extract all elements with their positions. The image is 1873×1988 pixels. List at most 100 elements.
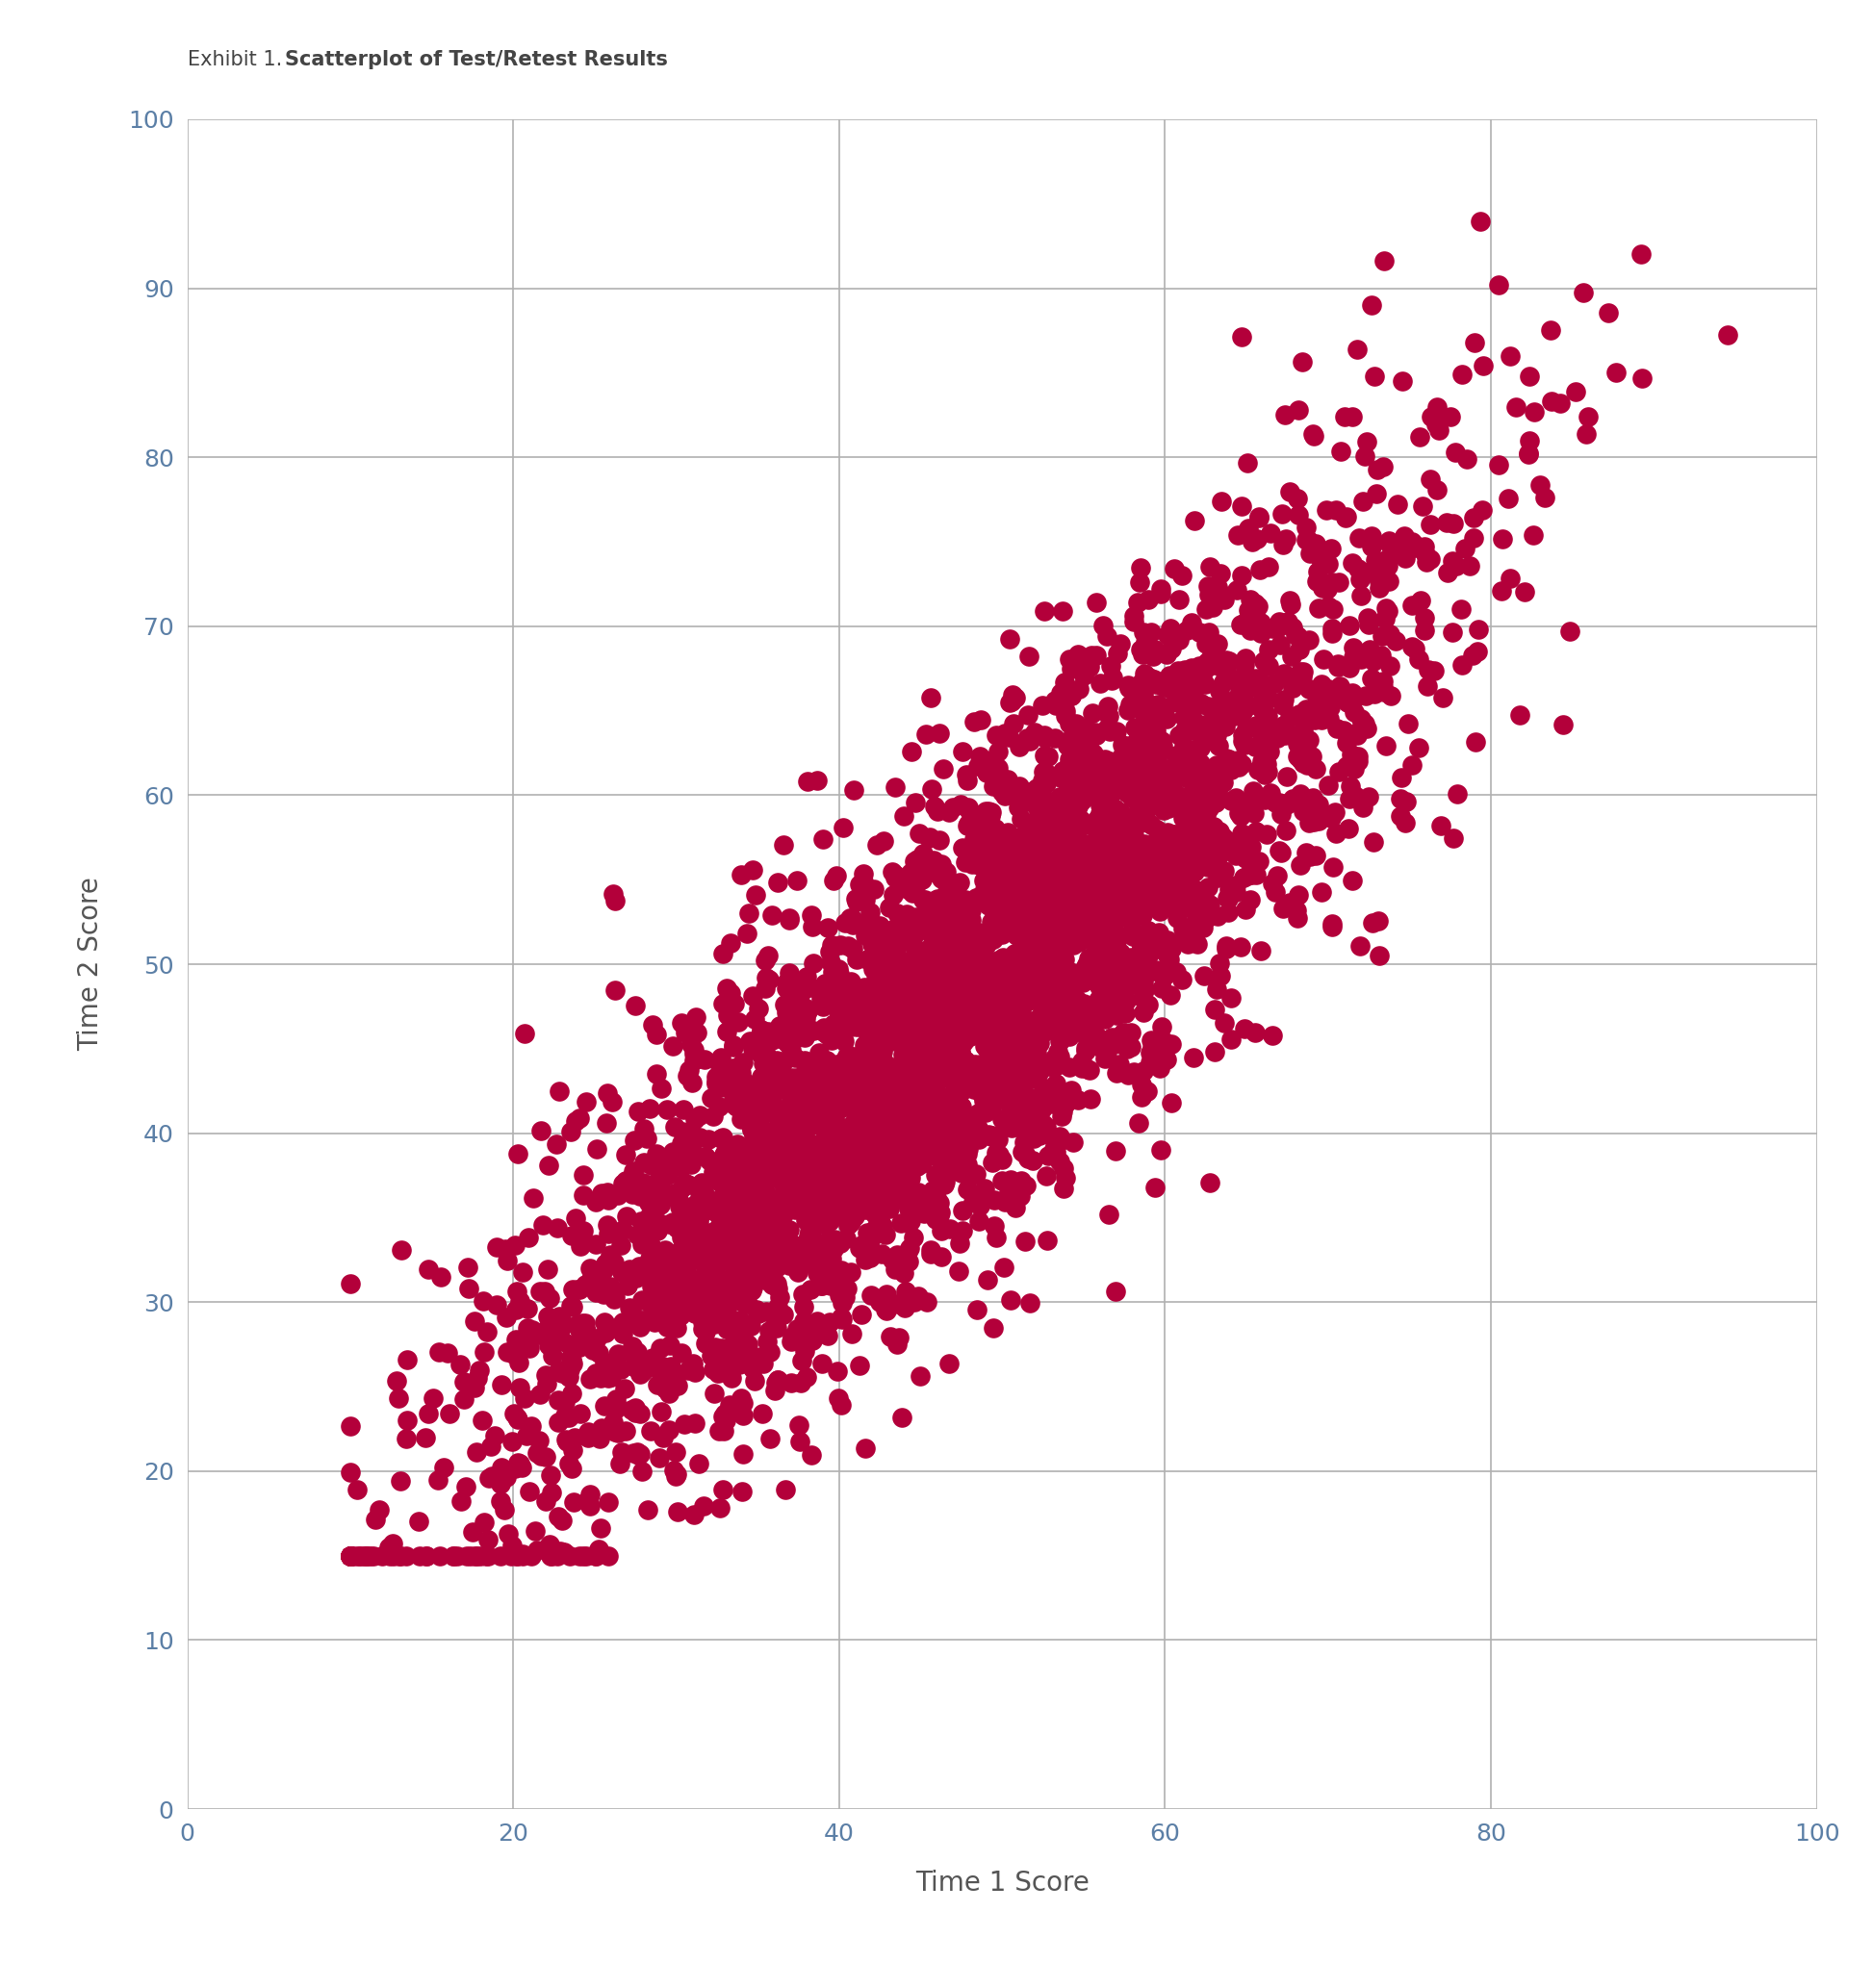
- Point: [1051, 909, 1081, 940]
- Point: [1114, 883, 1144, 914]
- Point: [862, 954, 892, 986]
- Point: [888, 799, 918, 831]
- Point: [785, 1409, 815, 1441]
- Point: [850, 1193, 880, 1225]
- Point: [1195, 642, 1225, 674]
- Point: [607, 1435, 637, 1467]
- Point: [1053, 918, 1083, 950]
- Point: [1227, 720, 1257, 751]
- Point: [929, 954, 959, 986]
- Point: [1126, 789, 1156, 821]
- Point: [950, 847, 980, 879]
- Point: [1062, 847, 1092, 879]
- Point: [493, 1336, 523, 1368]
- Point: [779, 1087, 809, 1119]
- Point: [564, 1314, 594, 1346]
- Point: [1261, 877, 1290, 909]
- Point: [985, 964, 1015, 996]
- Point: [925, 1006, 955, 1038]
- Point: [627, 1308, 657, 1340]
- Point: [854, 1225, 884, 1256]
- Point: [800, 1207, 830, 1239]
- Point: [1169, 815, 1199, 847]
- Point: [717, 1169, 747, 1201]
- Point: [1131, 700, 1161, 732]
- Point: [1040, 1042, 1069, 1074]
- Point: [826, 990, 856, 1022]
- Point: [996, 837, 1026, 869]
- Point: [1184, 732, 1214, 763]
- Point: [481, 1288, 511, 1320]
- Point: [790, 1002, 820, 1034]
- Point: [892, 964, 922, 996]
- Point: [944, 867, 974, 899]
- Point: [1053, 867, 1083, 899]
- Point: [740, 1165, 770, 1197]
- Point: [500, 1229, 530, 1260]
- Point: [740, 1024, 770, 1056]
- Point: [465, 1354, 494, 1386]
- Point: [1197, 712, 1227, 744]
- Point: [1051, 974, 1081, 1006]
- Point: [1189, 839, 1219, 871]
- Point: [1264, 608, 1294, 640]
- Point: [912, 1101, 942, 1133]
- Point: [966, 952, 996, 984]
- Point: [978, 1012, 1008, 1044]
- Point: [970, 922, 1000, 954]
- Point: [1124, 755, 1154, 787]
- Point: [1144, 1052, 1174, 1083]
- Point: [586, 1362, 616, 1394]
- Point: [965, 849, 995, 881]
- Point: [890, 1093, 920, 1125]
- Point: [1313, 590, 1343, 622]
- Point: [856, 1062, 886, 1093]
- Point: [747, 1235, 777, 1266]
- Point: [798, 1153, 828, 1185]
- Point: [995, 1044, 1025, 1076]
- Point: [974, 984, 1004, 1016]
- Point: [1047, 761, 1077, 793]
- Point: [701, 1244, 730, 1276]
- Point: [822, 1020, 852, 1052]
- Point: [976, 1048, 1006, 1079]
- Point: [936, 948, 966, 980]
- Point: [901, 974, 931, 1006]
- Point: [819, 1139, 848, 1171]
- Point: [1010, 962, 1040, 994]
- Point: [1028, 883, 1058, 914]
- Point: [983, 954, 1013, 986]
- Point: [873, 1167, 903, 1199]
- Point: [1004, 1105, 1034, 1137]
- Point: [616, 1394, 646, 1425]
- Point: [725, 1241, 755, 1272]
- Point: [667, 1173, 697, 1205]
- Point: [963, 948, 993, 980]
- Point: [933, 970, 963, 1002]
- Point: [1133, 781, 1163, 813]
- Point: [1131, 686, 1161, 718]
- Point: [980, 958, 1010, 990]
- Point: [832, 1139, 862, 1171]
- Point: [770, 988, 800, 1020]
- Point: [989, 909, 1019, 940]
- Point: [783, 1231, 813, 1262]
- Point: [968, 938, 998, 970]
- Point: [935, 922, 965, 954]
- Point: [1075, 1004, 1105, 1036]
- Point: [1169, 875, 1199, 907]
- Point: [981, 1038, 1011, 1070]
- Point: [951, 809, 981, 841]
- Point: [1060, 966, 1090, 998]
- Point: [777, 1242, 807, 1274]
- Point: [830, 1137, 860, 1169]
- Point: [873, 972, 903, 1004]
- Point: [925, 976, 955, 1008]
- Point: [833, 1157, 863, 1189]
- Point: [1146, 972, 1176, 1004]
- Point: [804, 1038, 833, 1070]
- Point: [976, 907, 1006, 938]
- Point: [805, 1141, 835, 1173]
- Point: [1116, 914, 1146, 946]
- Point: [798, 1213, 828, 1244]
